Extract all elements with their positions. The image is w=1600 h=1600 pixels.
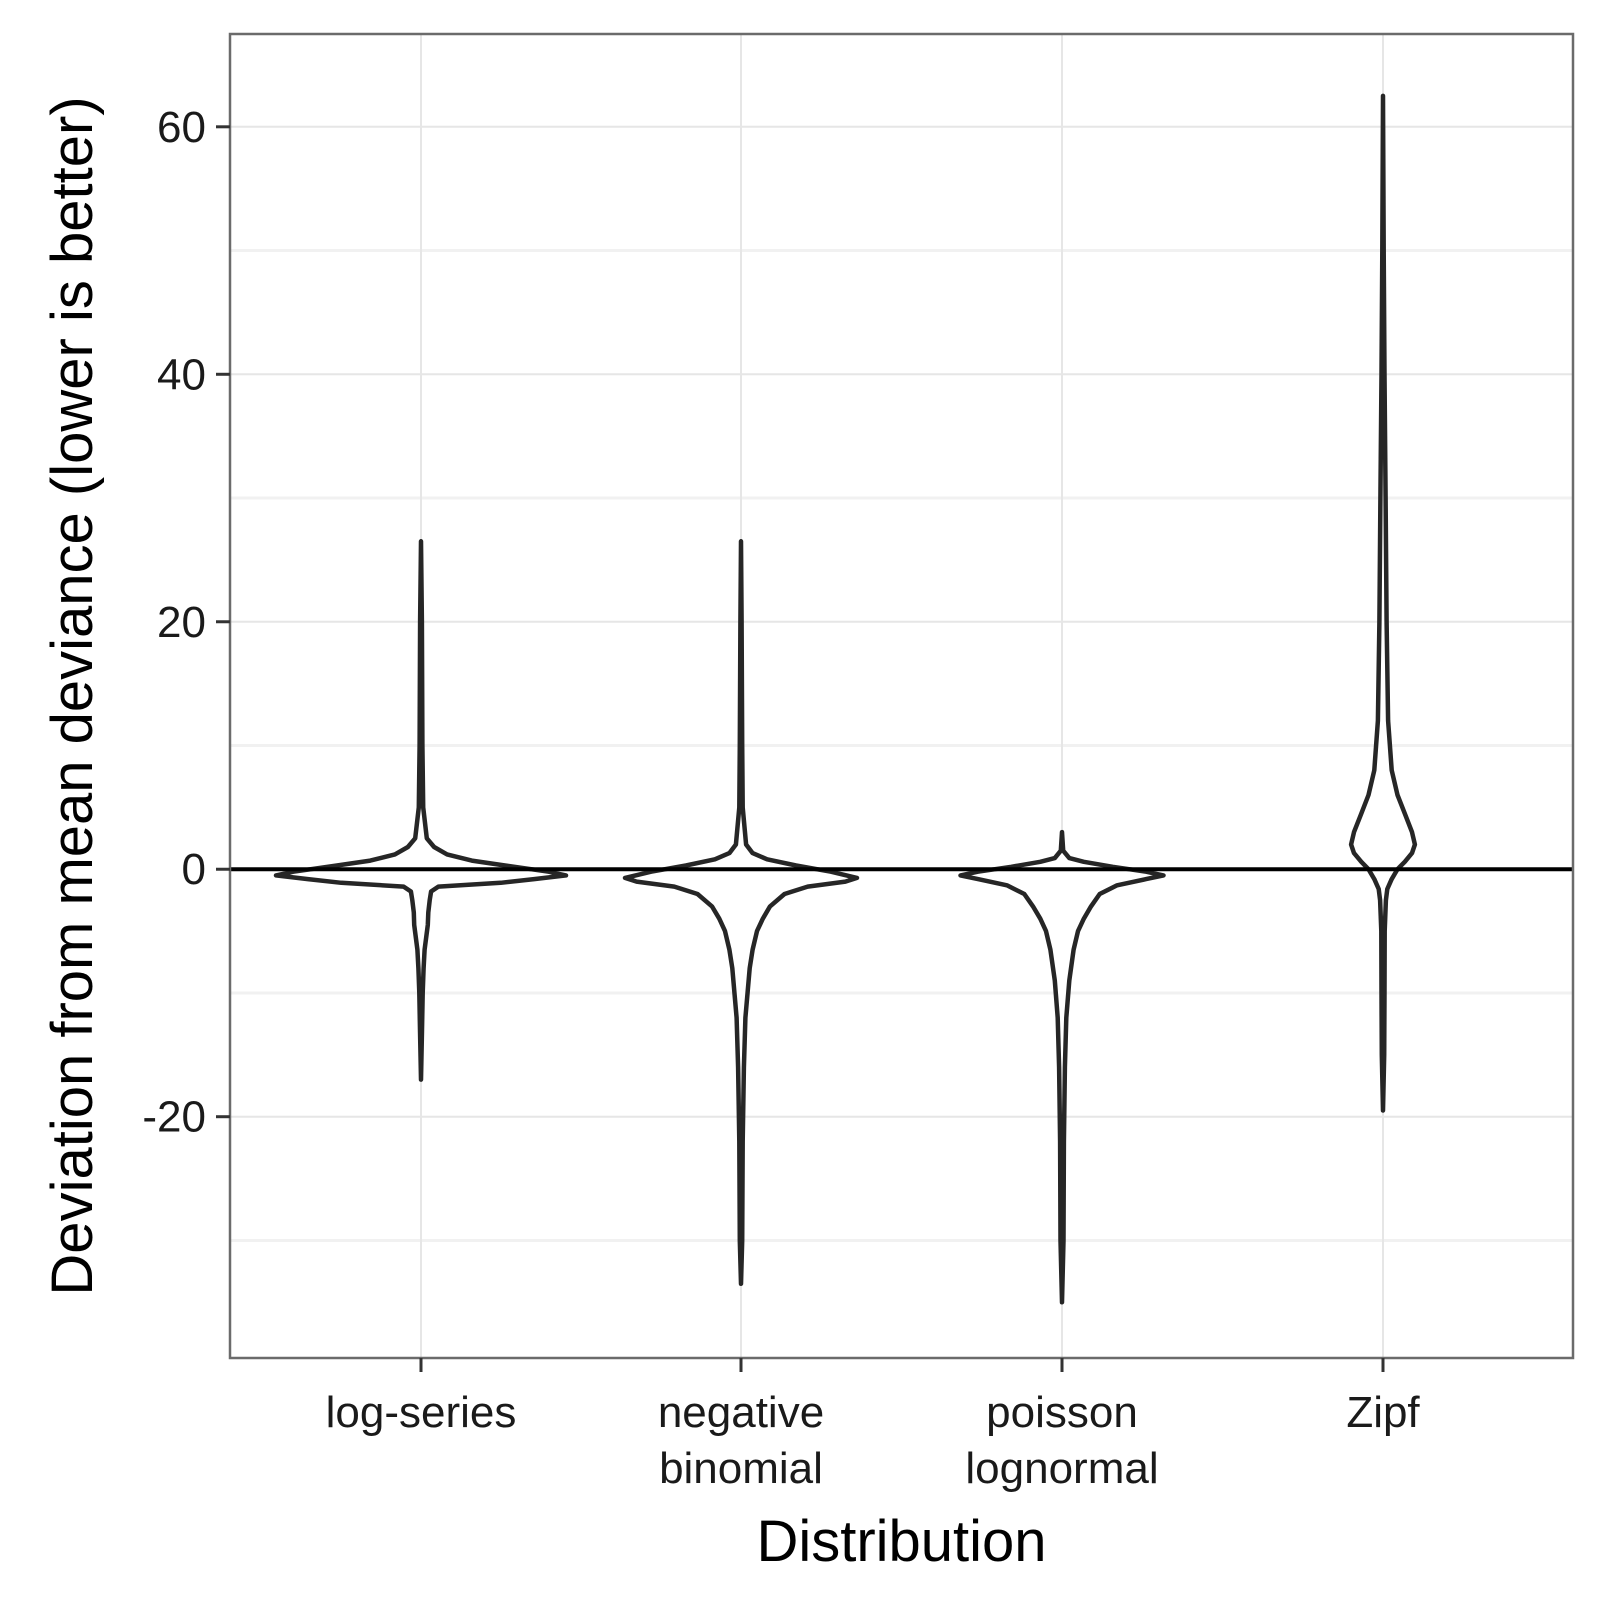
panel-border: [228, 32, 1575, 1360]
y-tick-label: 40: [157, 350, 206, 399]
x-tick-label: poisson: [986, 1388, 1138, 1437]
x-tick-label: binomial: [659, 1444, 823, 1493]
violin-poisson-lognormal: [958, 829, 1166, 1305]
x-tick-label: log-series: [326, 1388, 517, 1437]
axes: -20 0 20 40 60 log-series negative binomial pois…: [142, 103, 1420, 1493]
x-axis-title: Distribution: [756, 1509, 1046, 1574]
y-tick-label: 0: [182, 845, 206, 894]
violin-log-series: [273, 539, 569, 1082]
x-tick-label: Zipf: [1346, 1388, 1420, 1437]
x-tick-label: negative: [658, 1388, 824, 1437]
y-tick-label: -20: [142, 1093, 206, 1142]
x-tick-label: lognormal: [965, 1444, 1158, 1493]
y-tick-label: 20: [157, 598, 206, 647]
y-tick-label: 60: [157, 103, 206, 152]
y-axis-title: Deviation from mean deviance (lower is b…: [40, 96, 105, 1295]
violin-zipf: [1348, 93, 1418, 1113]
